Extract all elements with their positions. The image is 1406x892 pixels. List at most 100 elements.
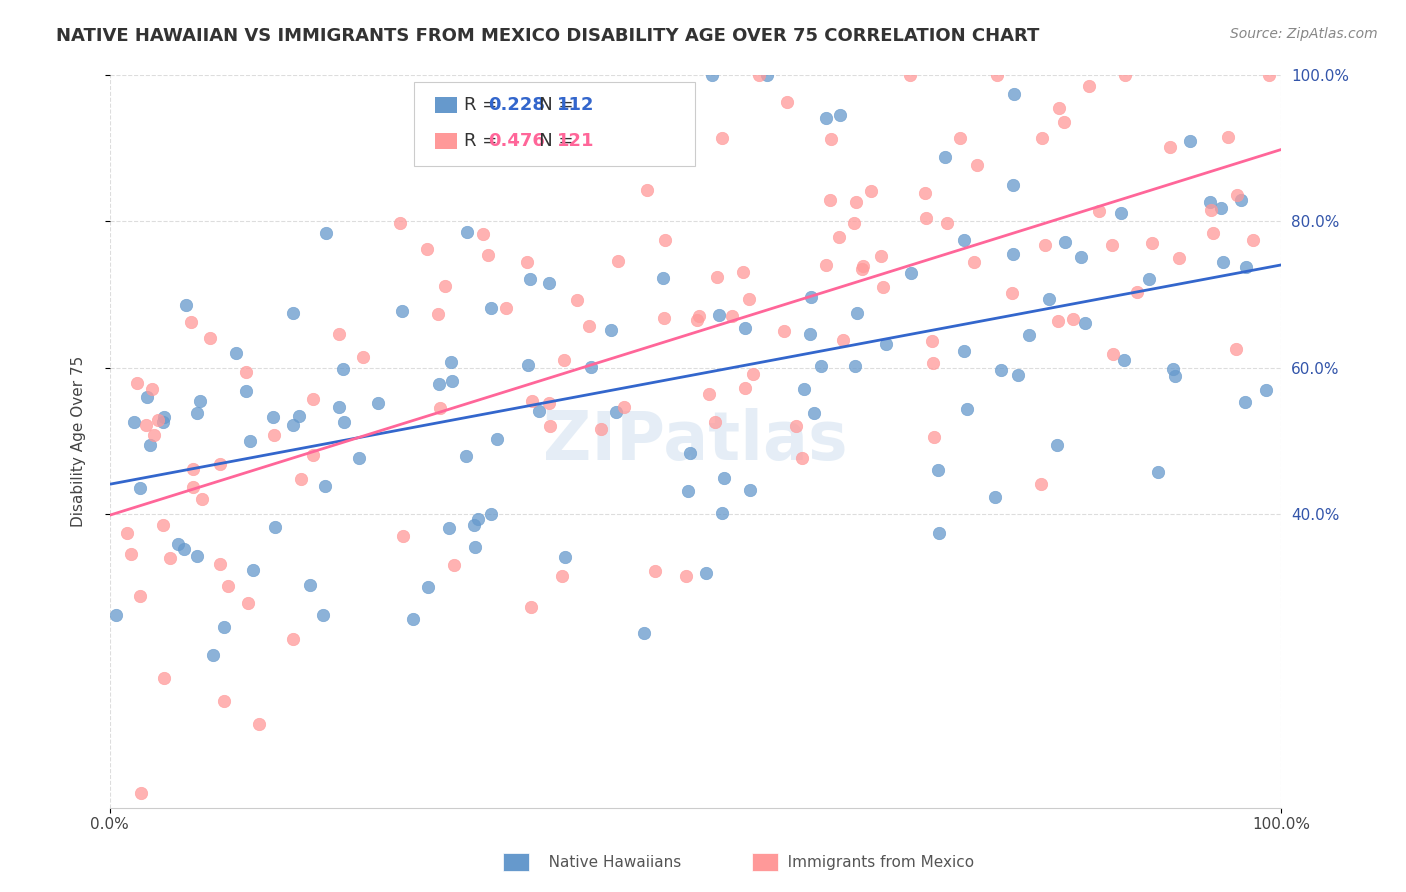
Point: [520, 600, 543, 615]
Text: 121: 121: [557, 132, 595, 150]
Point: [146, 413, 169, 427]
Point: [1078, 79, 1101, 94]
Point: [120, 547, 142, 561]
Point: [1168, 251, 1191, 265]
Point: [235, 384, 257, 398]
Text: N =: N =: [522, 96, 579, 114]
Point: [429, 401, 451, 415]
Point: [247, 716, 270, 731]
Point: [115, 526, 138, 541]
Point: [721, 310, 744, 324]
Point: [875, 336, 897, 351]
Point: [1159, 140, 1181, 154]
Y-axis label: Disability Age Over 75: Disability Age Over 75: [72, 356, 86, 526]
Point: [686, 313, 709, 327]
Point: [242, 563, 264, 577]
Text: N =: N =: [522, 132, 579, 150]
FancyBboxPatch shape: [436, 97, 457, 113]
Point: [1161, 361, 1184, 376]
Point: [209, 458, 232, 472]
Point: [1234, 260, 1257, 275]
Point: [456, 450, 478, 464]
Point: [427, 376, 450, 391]
Point: [1069, 251, 1091, 265]
Point: [239, 434, 262, 449]
Point: [776, 95, 799, 109]
Point: [578, 318, 600, 333]
Point: [742, 367, 765, 381]
Point: [1053, 115, 1076, 129]
Text: R =: R =: [464, 96, 502, 114]
Point: [1001, 247, 1024, 261]
Point: [900, 266, 922, 280]
Point: [129, 786, 152, 800]
Point: [212, 620, 235, 634]
Point: [1031, 477, 1053, 491]
Point: [128, 589, 150, 603]
Point: [332, 415, 354, 429]
Point: [773, 324, 796, 338]
Point: [139, 437, 162, 451]
Point: [298, 578, 321, 592]
Point: [1142, 235, 1164, 250]
Point: [828, 108, 851, 122]
Point: [159, 550, 181, 565]
Point: [1088, 203, 1111, 218]
Point: [190, 491, 212, 506]
Point: [922, 430, 945, 444]
Point: [734, 381, 756, 395]
Point: [472, 227, 495, 241]
Point: [748, 68, 770, 82]
Point: [898, 68, 921, 82]
Point: [1102, 347, 1125, 361]
Point: [790, 451, 813, 466]
Point: [1234, 394, 1257, 409]
Text: Native Hawaiians: Native Hawaiians: [534, 855, 682, 870]
Bar: [503, 853, 529, 871]
Point: [167, 536, 190, 550]
Point: [328, 326, 350, 341]
Point: [352, 350, 374, 364]
Point: [818, 194, 841, 208]
FancyBboxPatch shape: [436, 133, 457, 149]
Point: [565, 293, 588, 308]
Point: [290, 472, 312, 486]
Point: [263, 427, 285, 442]
Point: [591, 422, 613, 436]
Point: [188, 393, 211, 408]
Point: [702, 68, 724, 82]
Point: [1230, 193, 1253, 207]
Point: [676, 483, 699, 498]
Point: [633, 626, 655, 640]
Point: [1211, 201, 1233, 215]
Point: [1254, 383, 1277, 397]
Point: [141, 382, 163, 396]
Point: [579, 359, 602, 374]
Point: [198, 331, 221, 345]
Point: [695, 566, 717, 580]
Point: [495, 301, 517, 316]
Point: [986, 68, 1008, 82]
Point: [654, 233, 676, 247]
Point: [842, 215, 865, 229]
Point: [186, 406, 208, 420]
Point: [1199, 194, 1222, 209]
Point: [845, 306, 868, 320]
Point: [613, 401, 636, 415]
Point: [734, 321, 756, 335]
Point: [1018, 328, 1040, 343]
Point: [614, 101, 637, 115]
Point: [966, 158, 988, 172]
Point: [934, 150, 956, 164]
Point: [815, 258, 838, 272]
Point: [235, 365, 257, 379]
Point: [870, 249, 893, 263]
Point: [281, 632, 304, 646]
Point: [312, 607, 335, 622]
Point: [264, 520, 287, 534]
Point: [1031, 130, 1053, 145]
Point: [1126, 285, 1149, 300]
Point: [328, 400, 350, 414]
Point: [963, 254, 986, 268]
Point: [707, 308, 730, 322]
